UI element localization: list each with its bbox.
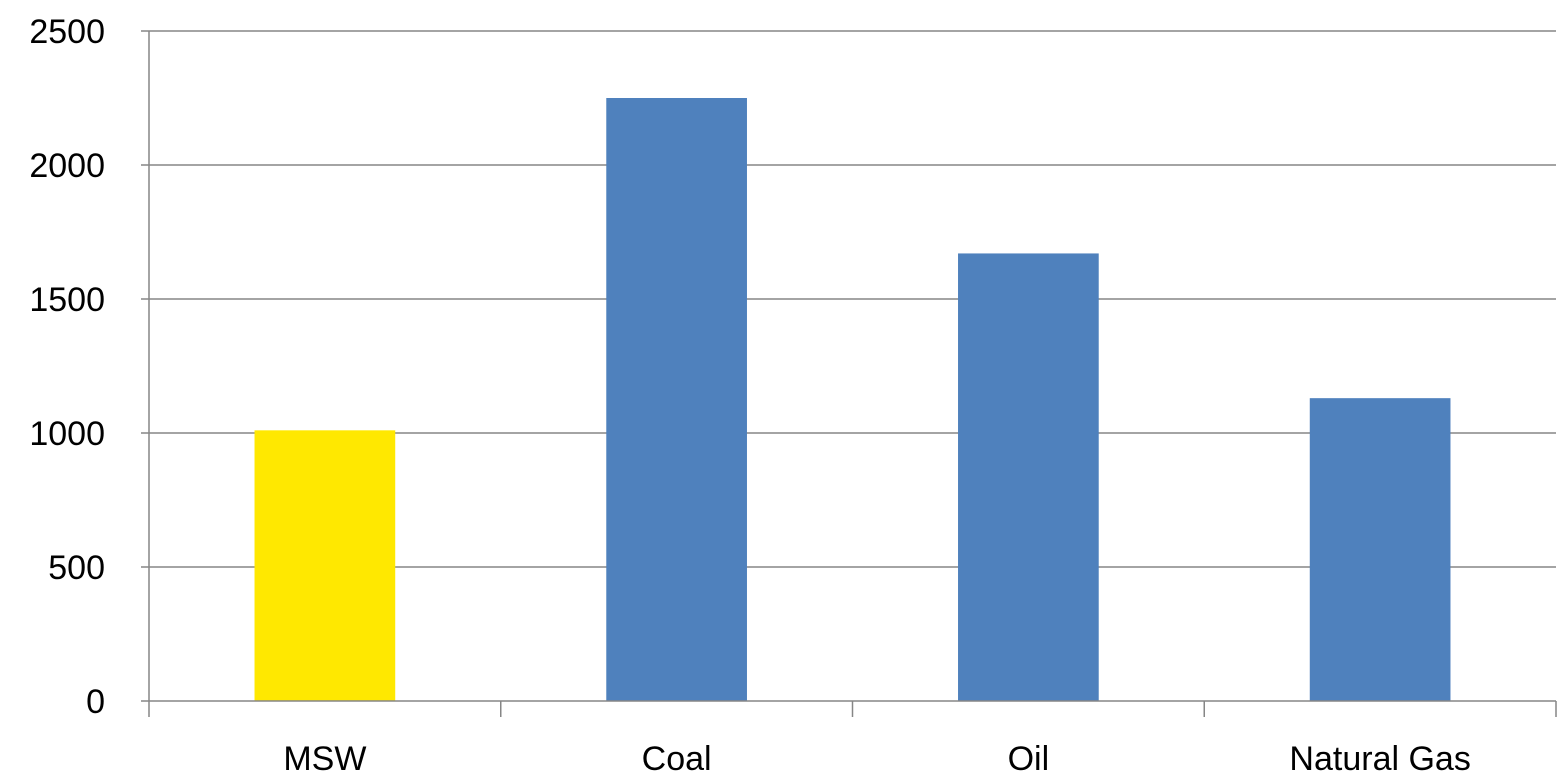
bar-oil <box>958 253 1099 701</box>
axes <box>141 30 1557 717</box>
y-tick-label: 2500 <box>29 13 105 51</box>
y-tick-label: 0 <box>86 683 105 721</box>
y-tick-label: 500 <box>48 549 105 587</box>
y-tick-labels: 0 500 1000 1500 2000 2500 <box>29 13 105 721</box>
x-tick-label: Oil <box>1008 740 1050 775</box>
bar-msw <box>254 430 396 701</box>
x-tick-labels: MSW Coal Oil Natural Gas <box>283 740 1471 775</box>
x-tick-label: Natural Gas <box>1289 740 1470 775</box>
bar-natural-gas <box>1309 398 1451 701</box>
bars <box>254 98 1451 701</box>
bar-coal <box>606 98 747 701</box>
y-tick-label: 2000 <box>29 147 105 185</box>
y-tick-label: 1500 <box>29 281 105 319</box>
x-tick-label: MSW <box>283 740 366 775</box>
y-tick-label: 1000 <box>29 415 105 453</box>
x-tick-label: Coal <box>642 740 712 775</box>
